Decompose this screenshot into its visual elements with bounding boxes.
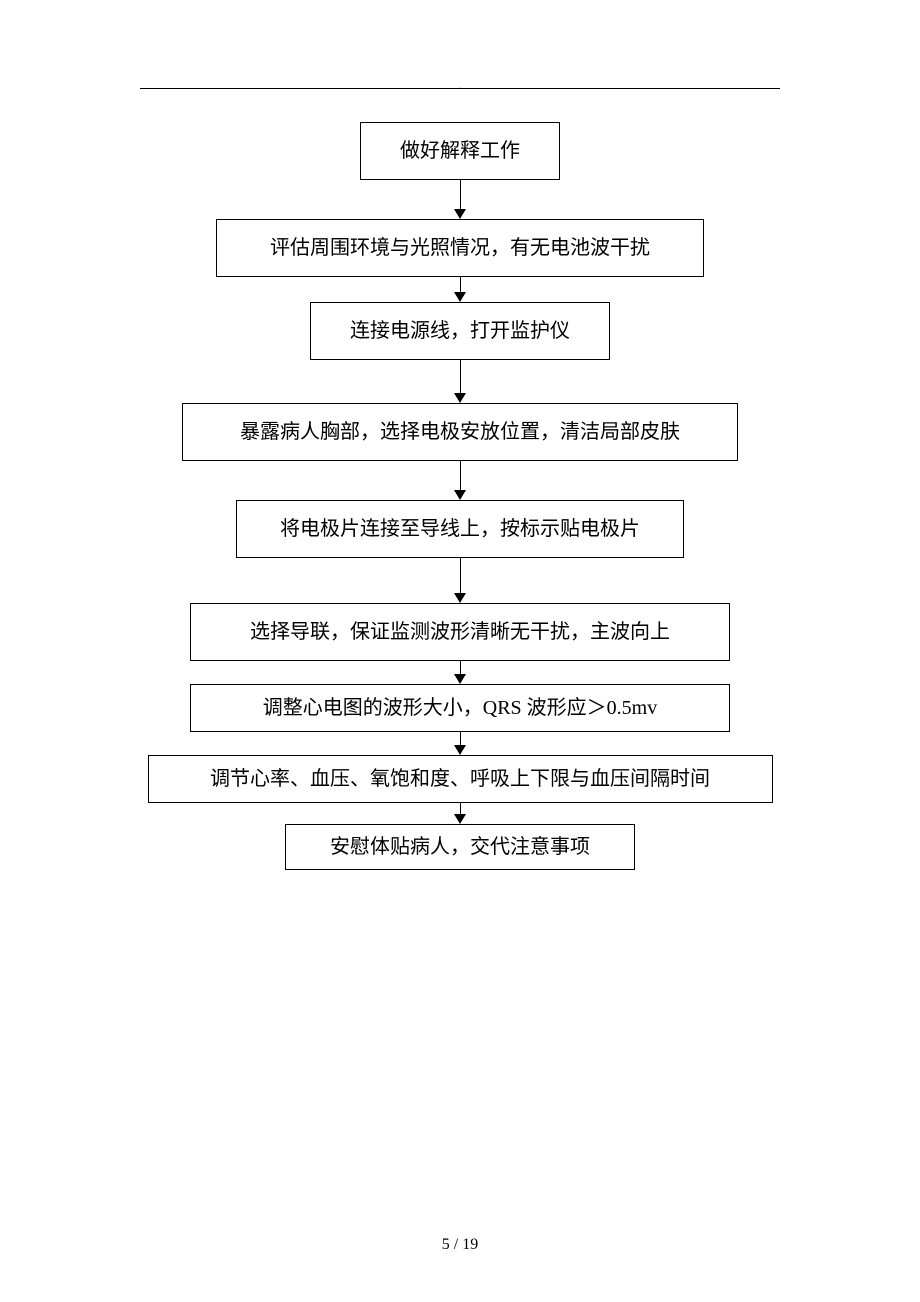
document-page: . 做好解释工作评估周围环境与光照情况，有无电池波干扰连接电源线，打开监护仪暴露… [0, 0, 920, 1302]
flow-node: 暴露病人胸部，选择电极安放位置，清洁局部皮肤 [182, 403, 738, 461]
flow-node: 调整心电图的波形大小，QRS 波形应＞0.5mv [190, 684, 730, 732]
arrow [454, 360, 466, 403]
flowchart-container: 做好解释工作评估周围环境与光照情况，有无电池波干扰连接电源线，打开监护仪暴露病人… [0, 122, 920, 870]
arrow [454, 558, 466, 603]
page-number: 5 / 19 [0, 1236, 920, 1254]
flow-node: 连接电源线，打开监护仪 [310, 302, 610, 360]
flow-node: 调节心率、血压、氧饱和度、呼吸上下限与血压间隔时间 [148, 755, 773, 803]
flow-node: 做好解释工作 [360, 122, 560, 180]
flow-node: 评估周围环境与光照情况，有无电池波干扰 [216, 219, 704, 277]
flow-node: 选择导联，保证监测波形清晰无干扰，主波向上 [190, 603, 730, 661]
arrow [454, 661, 466, 684]
arrow [454, 461, 466, 500]
arrow [454, 732, 466, 755]
arrow [454, 180, 466, 219]
arrow [454, 277, 466, 302]
header-center-mark: . [0, 78, 920, 93]
header-rule [140, 88, 780, 89]
arrow [454, 803, 466, 824]
flow-node: 将电极片连接至导线上，按标示贴电极片 [236, 500, 684, 558]
flow-node: 安慰体贴病人，交代注意事项 [285, 824, 635, 870]
